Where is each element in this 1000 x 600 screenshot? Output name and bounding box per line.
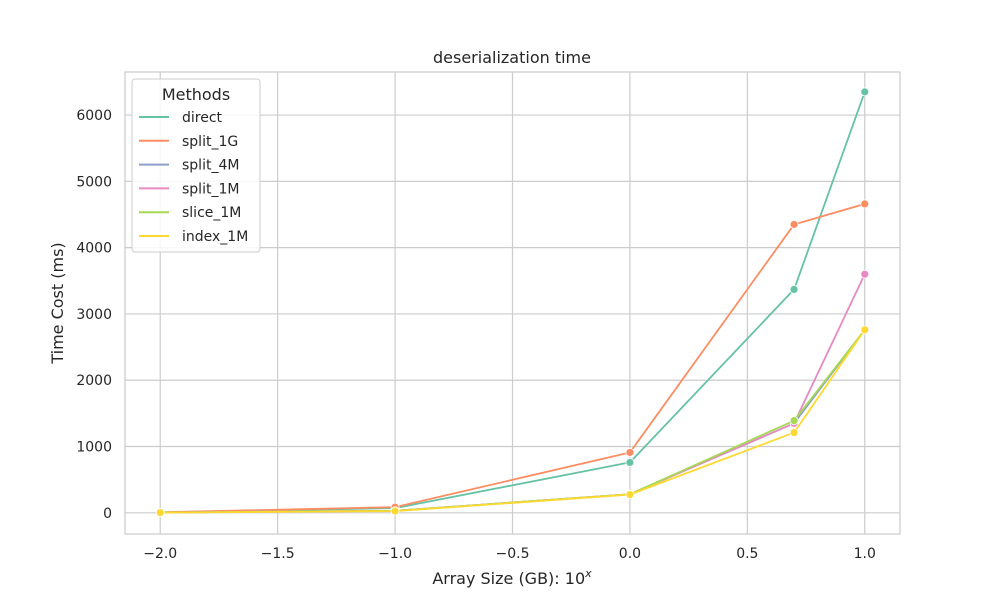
data-point — [390, 506, 400, 516]
legend-item-split_1G: split_1G — [139, 134, 238, 150]
y-tick-label: 3000 — [76, 307, 112, 323]
data-point — [860, 199, 870, 209]
chart-title: deserialization time — [433, 48, 591, 67]
x-tick-label: 0.5 — [736, 546, 758, 562]
y-tick-label: 6000 — [76, 108, 112, 124]
y-tick-label: 0 — [103, 506, 112, 522]
x-tick-label: −0.5 — [496, 546, 530, 562]
data-point — [625, 448, 635, 457]
x-axis-label-superscript: x — [584, 567, 592, 580]
x-tick-label: −1.0 — [378, 546, 412, 562]
legend-item-index_1M: index_1M — [139, 229, 248, 245]
y-tick-label: 4000 — [76, 241, 112, 257]
series-index_1M — [155, 325, 870, 517]
y-tick-labels: 0 1000 2000 3000 4000 5000 6000 — [76, 108, 112, 522]
data-point — [789, 416, 799, 426]
plot-frame — [124, 71, 901, 535]
x-tick-label: −2.0 — [143, 546, 177, 562]
legend-label: direct — [182, 110, 223, 126]
legend-box — [131, 78, 261, 253]
series-lines — [155, 87, 870, 517]
x-tick-label: −1.5 — [261, 546, 295, 562]
x-tick-labels: −2.0 −1.5 −1.0 −0.5 0.0 0.5 1.0 — [143, 546, 876, 562]
legend-item-split_1M: split_1M — [139, 181, 239, 197]
legend-label: slice_1M — [182, 205, 241, 221]
data-point — [789, 428, 799, 437]
data-point — [789, 220, 799, 229]
x-axis-label-text: Array Size (GB): 10 — [432, 569, 585, 588]
y-axis-label: Time Cost (ms) — [48, 242, 67, 364]
legend-items: direct split_1G split_4M split_1M slice_1Min… — [139, 110, 248, 245]
legend: Methods direct split_1G split_4M split_1Msl… — [131, 78, 261, 253]
legend-title: Methods — [162, 85, 230, 104]
legend-item-slice_1M: slice_1M — [139, 205, 241, 221]
y-tick-label: 5000 — [76, 174, 112, 190]
legend-label: split_4M — [182, 158, 239, 174]
legend-item-split_4M: split_4M — [139, 158, 239, 174]
legend-item-direct: direct — [139, 110, 223, 126]
data-point — [789, 285, 799, 294]
data-point — [860, 269, 870, 279]
data-point — [625, 458, 635, 467]
legend-label: split_1M — [182, 181, 239, 197]
data-point — [860, 87, 870, 97]
legend-label: index_1M — [182, 229, 248, 245]
x-axis-label: Array Size (GB): 10x — [432, 567, 592, 588]
x-tick-label: 1.0 — [854, 546, 876, 562]
data-point — [860, 325, 870, 335]
series-split_1G — [155, 199, 870, 517]
data-point — [625, 490, 635, 499]
legend-label: split_1G — [182, 134, 238, 150]
data-point — [155, 508, 165, 517]
x-tick-label: 0.0 — [619, 546, 641, 562]
y-tick-label: 2000 — [76, 373, 112, 389]
y-tick-label: 1000 — [76, 440, 112, 456]
